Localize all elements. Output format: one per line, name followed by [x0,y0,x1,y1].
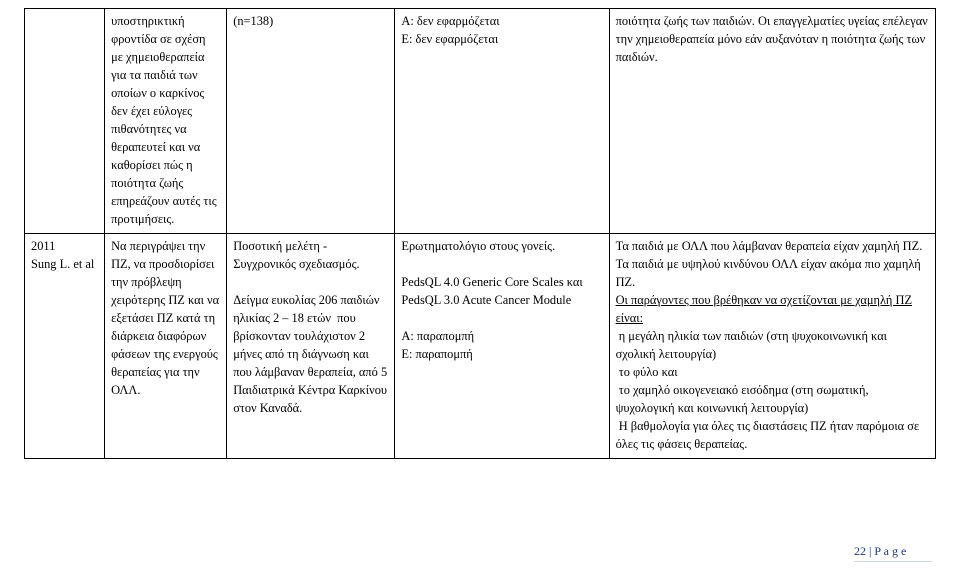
table-row: 2011 Sung L. et al Να περιγράψει την ΠΖ,… [25,233,936,458]
underlined-text: Οι παράγοντες που βρέθηκαν να σχετίζοντα… [616,293,912,325]
page-number: 22 [854,544,866,558]
cell-year-author: 2011 Sung L. et al [25,233,105,458]
cell-objective: Να περιγράψει την ΠΖ, να προσδιορίσει τη… [105,233,227,458]
cell-findings: ποιότητα ζωής των παιδιών. Οι επαγγελματ… [609,9,935,234]
data-table: υποστηρικτική φροντίδα σε σχέση με χημει… [24,8,936,459]
cell-objective: υποστηρικτική φροντίδα σε σχέση με χημει… [105,9,227,234]
cell-year-author [25,9,105,234]
cell-instruments: Ερωτηματολόγιο στους γονείς. PedsQL 4.0 … [395,233,609,458]
cell-instruments: Α: δεν εφαρμόζεται Ε: δεν εφαρμόζεται [395,9,609,234]
cell-findings: Τα παιδιά με ΟΛΛ που λάμβαναν θεραπεία ε… [609,233,935,458]
cell-method: Ποσοτική μελέτη - Συγχρονικός σχεδιασμός… [227,233,395,458]
cell-method: (n=138) [227,9,395,234]
page-footer: 22 | P a g e [854,544,932,562]
footer-rule [854,561,932,562]
page-label: P a g e [874,544,906,558]
table-row: υποστηρικτική φροντίδα σε σχέση με χημει… [25,9,936,234]
